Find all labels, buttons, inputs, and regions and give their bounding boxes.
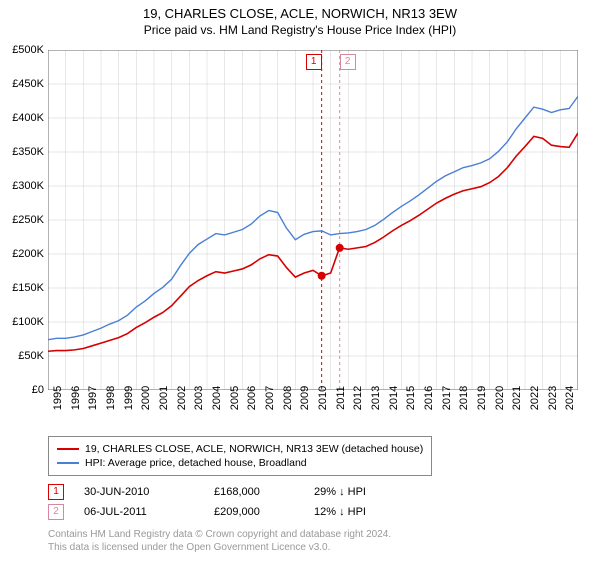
footnote: Contains HM Land Registry data © Crown c… (48, 528, 391, 554)
y-tick-label: £300K (0, 180, 44, 192)
x-tick-label: 2008 (282, 386, 294, 410)
x-tick-label: 2012 (352, 386, 364, 410)
x-tick-label: 2011 (335, 386, 347, 410)
sale-pct: 29% ↓ HPI (314, 486, 454, 498)
y-tick-label: £200K (0, 248, 44, 260)
y-tick-label: £150K (0, 282, 44, 294)
y-tick-label: £500K (0, 44, 44, 56)
sale-date: 06-JUL-2011 (84, 506, 214, 518)
legend-swatch (57, 448, 79, 450)
footnote-line-1: Contains HM Land Registry data © Crown c… (48, 528, 391, 541)
y-tick-label: £50K (0, 350, 44, 362)
x-tick-label: 1995 (52, 386, 64, 410)
footnote-line-2: This data is licensed under the Open Gov… (48, 541, 391, 554)
x-tick-label: 2023 (547, 386, 559, 410)
marker-flag: 2 (340, 54, 356, 70)
legend-swatch (57, 462, 79, 464)
sale-row: 1 30-JUN-2010£168,00029% ↓ HPI (48, 484, 454, 500)
x-tick-label: 2005 (229, 386, 241, 410)
marker-flag: 1 (306, 54, 322, 70)
x-tick-label: 2018 (458, 386, 470, 410)
y-tick-label: £450K (0, 78, 44, 90)
legend-label: 19, CHARLES CLOSE, ACLE, NORWICH, NR13 3… (85, 443, 423, 455)
sale-price: £168,000 (214, 486, 314, 498)
x-tick-label: 2014 (388, 386, 400, 410)
y-tick-label: £350K (0, 146, 44, 158)
y-tick-label: £400K (0, 112, 44, 124)
sale-row: 2 06-JUL-2011£209,00012% ↓ HPI (48, 504, 454, 520)
x-tick-label: 1998 (105, 386, 117, 410)
chart-title: 19, CHARLES CLOSE, ACLE, NORWICH, NR13 3… (0, 6, 600, 21)
chart-subtitle: Price paid vs. HM Land Registry's House … (0, 23, 600, 37)
x-tick-label: 2013 (370, 386, 382, 410)
x-tick-label: 2003 (193, 386, 205, 410)
x-tick-label: 2016 (423, 386, 435, 410)
legend-row: HPI: Average price, detached house, Broa… (57, 457, 423, 469)
legend-label: HPI: Average price, detached house, Broa… (85, 457, 307, 469)
sale-badge: 2 (48, 504, 64, 520)
x-tick-label: 1996 (70, 386, 82, 410)
x-tick-label: 1999 (123, 386, 135, 410)
x-tick-label: 2019 (476, 386, 488, 410)
sale-price: £209,000 (214, 506, 314, 518)
sale-pct: 12% ↓ HPI (314, 506, 454, 518)
y-tick-label: £250K (0, 214, 44, 226)
x-tick-label: 2007 (264, 386, 276, 410)
x-tick-label: 2022 (529, 386, 541, 410)
x-tick-label: 2017 (441, 386, 453, 410)
x-tick-label: 2015 (405, 386, 417, 410)
sale-date: 30-JUN-2010 (84, 486, 214, 498)
x-tick-label: 2002 (176, 386, 188, 410)
x-tick-label: 1997 (87, 386, 99, 410)
x-tick-label: 2024 (564, 386, 576, 410)
legend: 19, CHARLES CLOSE, ACLE, NORWICH, NR13 3… (48, 436, 432, 476)
x-tick-label: 2001 (158, 386, 170, 410)
sale-badge: 1 (48, 484, 64, 500)
chart-container: 19, CHARLES CLOSE, ACLE, NORWICH, NR13 3… (0, 6, 600, 566)
y-tick-label: £0 (0, 384, 44, 396)
x-tick-label: 2004 (211, 386, 223, 410)
sales-table: 1 30-JUN-2010£168,00029% ↓ HPI 2 06-JUL-201… (48, 480, 454, 524)
y-tick-label: £100K (0, 316, 44, 328)
x-tick-label: 2000 (140, 386, 152, 410)
legend-row: 19, CHARLES CLOSE, ACLE, NORWICH, NR13 3… (57, 443, 423, 455)
x-tick-label: 2010 (317, 386, 329, 410)
x-tick-label: 2020 (494, 386, 506, 410)
x-tick-label: 2006 (246, 386, 258, 410)
plot-area (48, 50, 578, 390)
x-tick-label: 2009 (299, 386, 311, 410)
x-tick-label: 2021 (511, 386, 523, 410)
